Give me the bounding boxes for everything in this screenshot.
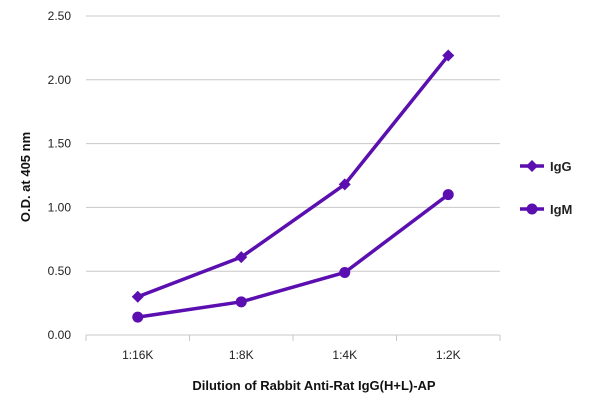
- y-tick-label: 2.50: [48, 9, 72, 23]
- legend-marker: [526, 160, 538, 172]
- y-tick-label: 0.50: [48, 264, 72, 278]
- legend-label: IgM: [550, 202, 572, 217]
- data-point: [442, 189, 454, 201]
- y-tick-label: 0.00: [48, 328, 72, 342]
- x-axis-title: Dilution of Rabbit Anti-Rat IgG(H+L)-AP: [192, 378, 436, 393]
- series-igg: [131, 49, 455, 303]
- y-tick-label: 1.50: [48, 137, 72, 151]
- legend-marker: [526, 203, 538, 215]
- y-tick-labels: 0.00 0.50 1.00 1.50 2.00 2.50: [48, 9, 72, 342]
- data-point: [235, 296, 247, 308]
- series-igm: [132, 189, 454, 323]
- data-point: [235, 251, 248, 264]
- legend-label: IgG: [550, 159, 572, 174]
- data-point: [132, 311, 144, 323]
- gridlines: [86, 15, 500, 272]
- x-tick-labels: 1:16K 1:8K 1:4K 1:2K: [85, 335, 501, 362]
- y-tick-label: 2.00: [48, 73, 72, 87]
- y-tick-label: 1.00: [48, 200, 72, 214]
- y-axis-title: O.D. at 405 nm: [18, 132, 33, 222]
- series-line: [137, 54, 450, 299]
- series-line: [137, 193, 450, 319]
- data-point: [131, 290, 144, 303]
- x-tick-label: 1:4K: [332, 348, 357, 362]
- legend: IgG IgM: [520, 159, 572, 217]
- data-point: [338, 178, 351, 191]
- data-point: [442, 49, 455, 62]
- data-series: [131, 49, 455, 323]
- x-tick-label: 1:16K: [122, 348, 153, 362]
- x-tick-label: 1:8K: [229, 348, 254, 362]
- x-tick-label: 1:2K: [436, 348, 461, 362]
- data-point: [339, 266, 351, 278]
